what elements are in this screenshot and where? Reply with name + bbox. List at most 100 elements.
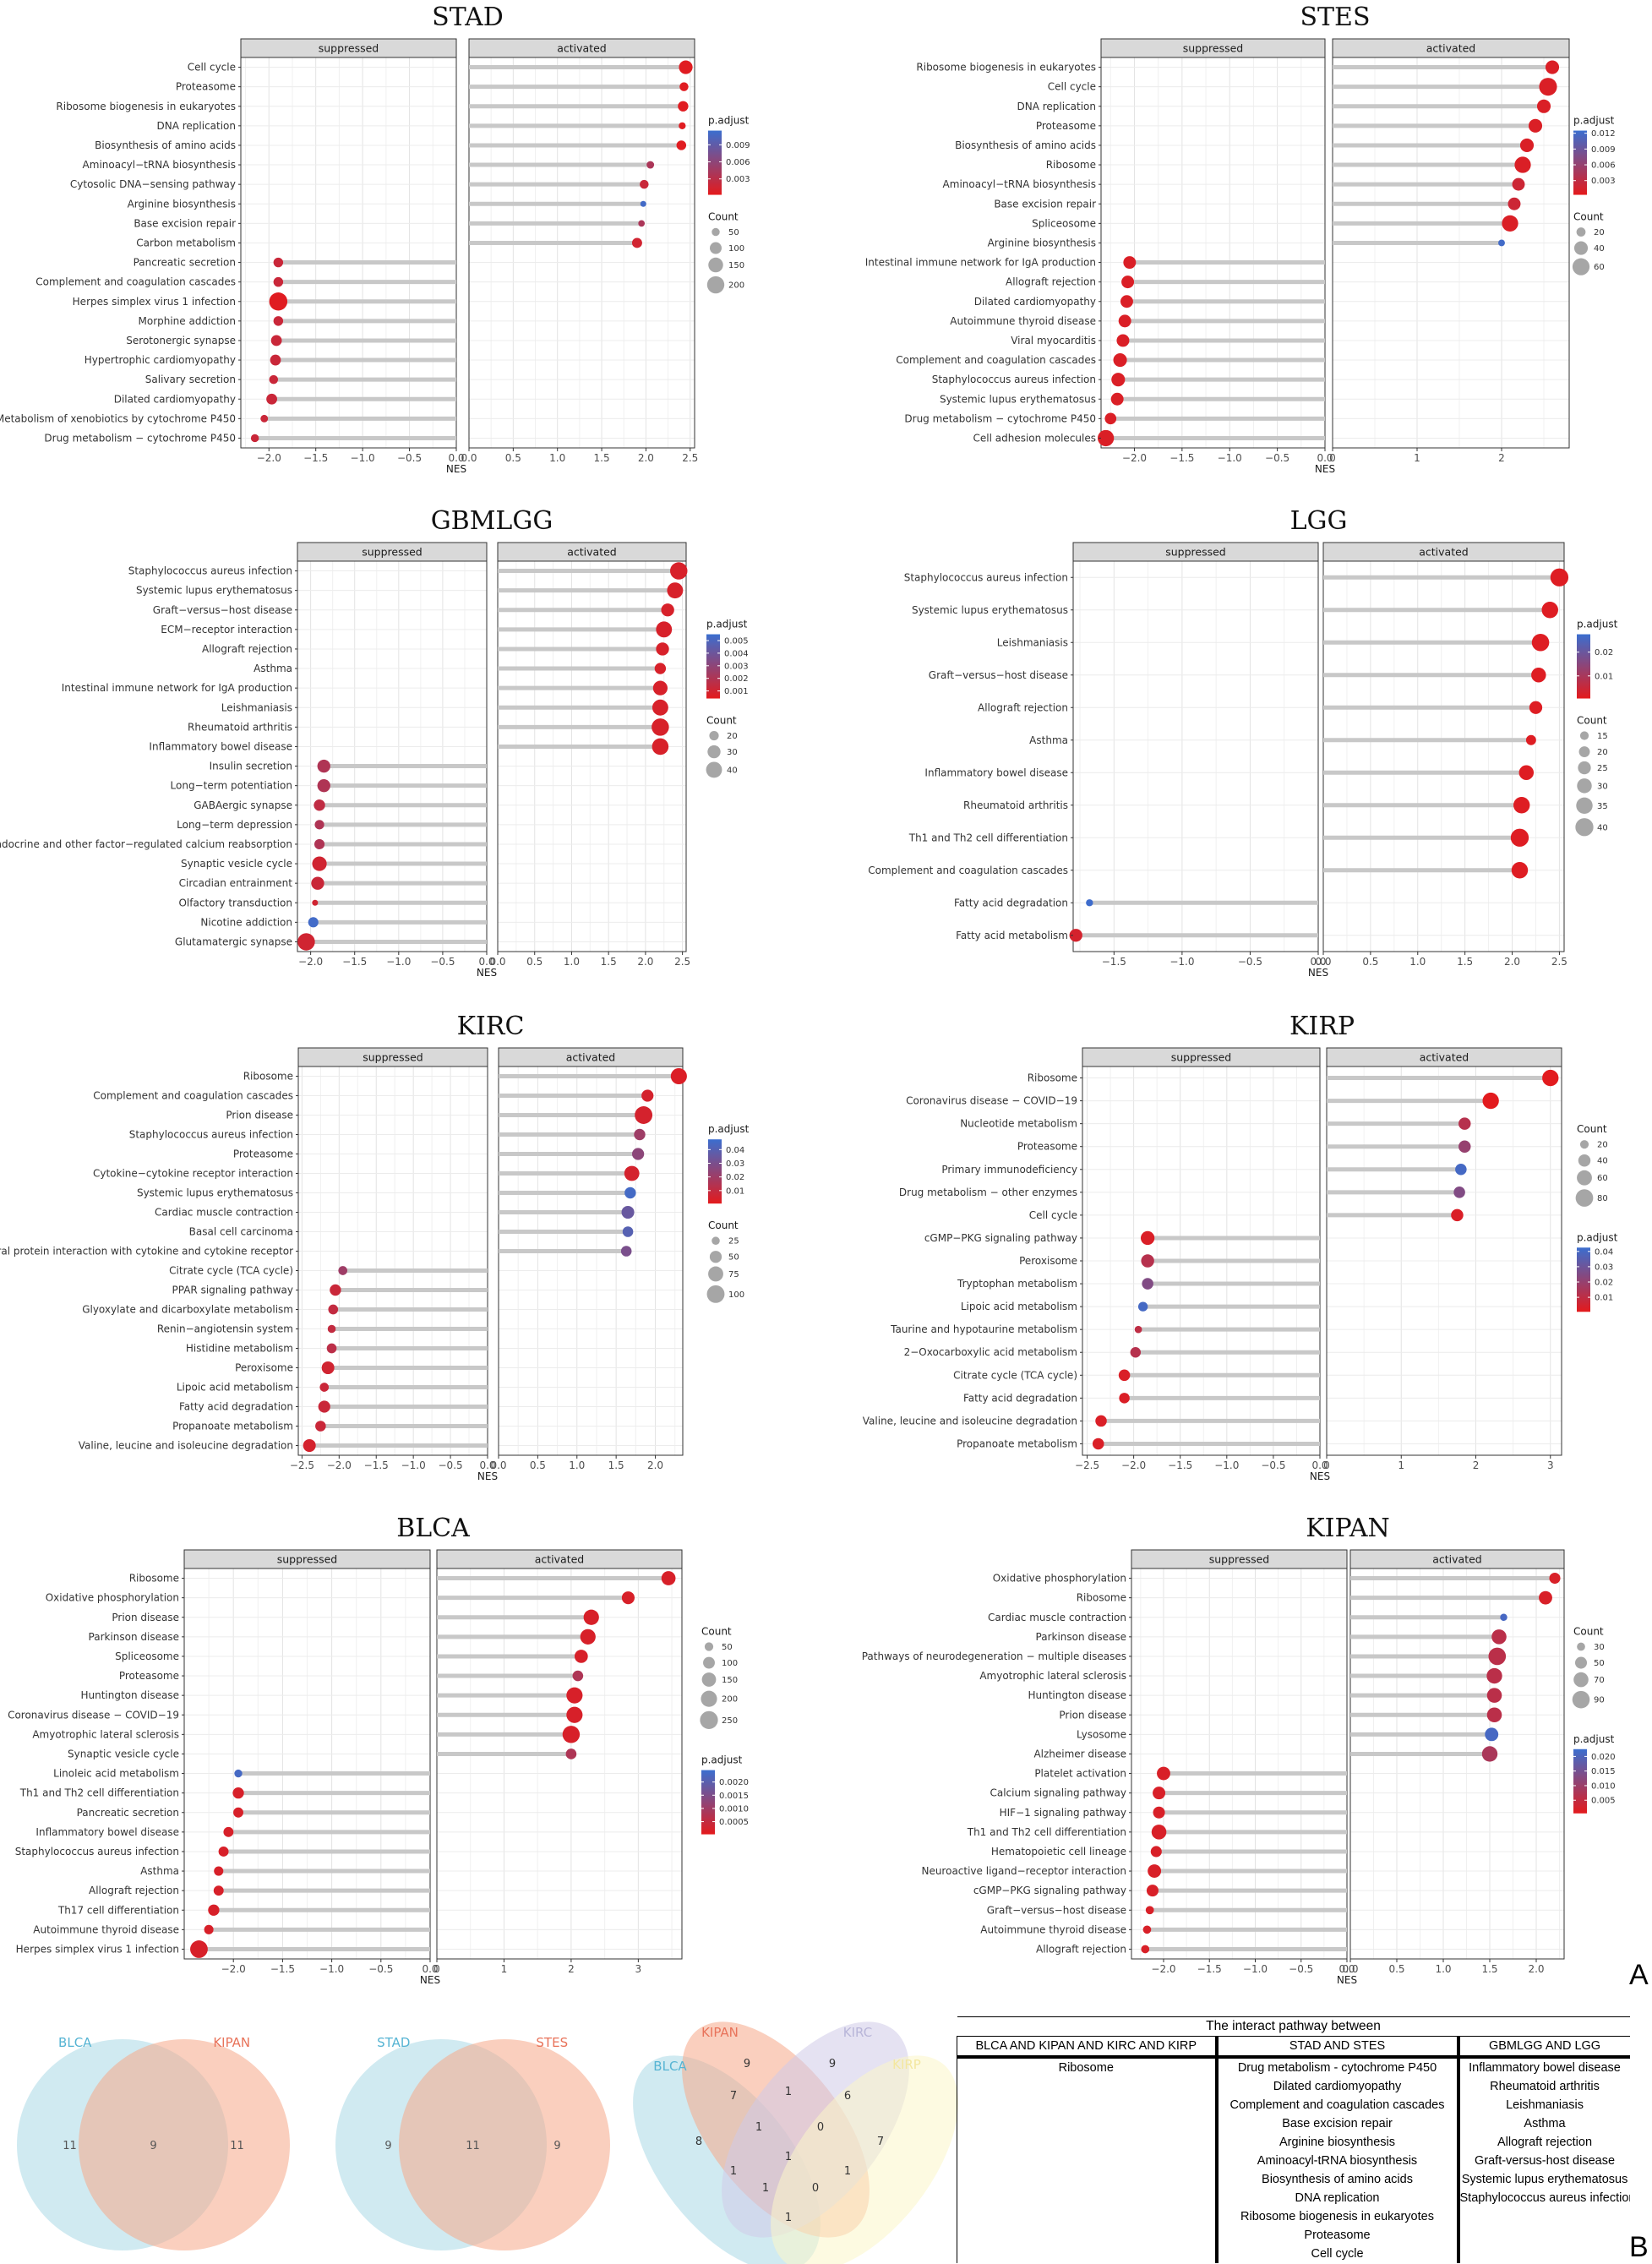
data-point [676, 140, 687, 150]
y-tick-label: Pancreatic secretion [77, 1807, 179, 1819]
size-legend-label: 200 [728, 281, 744, 291]
x-tick-label: 2.5 [1551, 956, 1567, 968]
x-tick-label: −2.0 [1122, 452, 1147, 464]
venn-blca-kipan: BLCA KIPAN 11 9 11 [17, 2035, 290, 2250]
table-cell: Inflammatory bowel disease [1456, 2057, 1630, 2078]
x-tick-label: 0.0 [1317, 452, 1333, 464]
y-tick-label: GABAergic synapse [194, 799, 292, 811]
y-tick-label: Prion disease [1059, 1709, 1126, 1721]
table-cell: Base excision repair [1214, 2114, 1458, 2134]
size-legend-key [1572, 258, 1590, 275]
table-cell: Leishmaniasis [1456, 2096, 1630, 2115]
data-point [250, 434, 259, 443]
x-axis-label: NES [1310, 1470, 1330, 1482]
x-tick-label: 0.0 [478, 956, 494, 968]
y-tick-label: Arginine biosynthesis [988, 237, 1096, 248]
y-tick-label: Synaptic vesicle cycle [181, 858, 292, 870]
data-point [652, 718, 669, 736]
data-point [223, 1826, 234, 1837]
x-tick-label: 0 [433, 1963, 440, 1975]
y-tick-label: Intestinal immune network for IgA produc… [865, 257, 1096, 269]
venn-count: 9 [150, 2140, 156, 2152]
y-tick-label: cGMP−PKG signaling pathway [973, 1885, 1126, 1896]
x-tick-label: 2 [568, 1963, 575, 1975]
x-tick-label: −1.5 [364, 1459, 389, 1471]
data-point [273, 316, 284, 326]
size-legend-label: 25 [728, 1237, 739, 1247]
y-tick-label: Amyotrophic lateral sclerosis [979, 1670, 1126, 1682]
facet-panel [437, 1568, 682, 1959]
facet-activated: activated 0 1 2 3 [1323, 1047, 1562, 1471]
facet-border [183, 1568, 431, 1960]
y-tick-label: Inflammatory bowel disease [149, 740, 292, 752]
venn-count: 8 [695, 2136, 702, 2148]
table-title-row: The interact pathway between [957, 2016, 1630, 2038]
size-legend-label: 100 [722, 1659, 738, 1668]
facet-border [1072, 560, 1319, 952]
data-point [1545, 60, 1560, 74]
y-tick-label: Staphylococcus aureus infection [128, 565, 292, 577]
table-cell: DNA replication [1214, 2189, 1458, 2208]
x-tick-label: 0.0 [1310, 956, 1326, 968]
colorbar-tick-label: 0.0015 [719, 1792, 749, 1801]
size-legend-key [712, 1236, 720, 1245]
data-point [1508, 197, 1521, 210]
facet-panel [1073, 561, 1318, 952]
facet-label: suppressed [1171, 1051, 1232, 1064]
data-point [1536, 99, 1551, 113]
table-cell: Asthma [1456, 2114, 1630, 2134]
data-point [338, 1266, 348, 1275]
data-point [1549, 1573, 1561, 1585]
x-tick-label: 0.5 [1388, 1963, 1404, 1975]
y-tick-label: Salivary secretion [145, 374, 236, 385]
data-point [1485, 1727, 1499, 1742]
data-point [269, 292, 288, 311]
facet-activated: activated 0.0 0.5 1.0 1.5 2.0 [1342, 1549, 1565, 1975]
size-legend-key [1576, 797, 1593, 815]
facet-panel [1323, 561, 1564, 952]
venn-label: KIPAN [213, 2035, 250, 2050]
y-tick-label: Pancreatic secretion [134, 257, 236, 269]
x-tick-label: −1.5 [1197, 1963, 1222, 1975]
x-tick-label: −1.5 [342, 956, 367, 968]
y-tick-label: Fatty acid degradation [179, 1401, 293, 1413]
size-legend-label: 40 [1597, 1157, 1608, 1166]
data-point [562, 1726, 581, 1743]
color-legend-title: p.adjust [1573, 1733, 1615, 1745]
y-tick-label: Leishmaniasis [997, 636, 1068, 648]
venn-label: KIPAN [701, 2025, 739, 2040]
size-legend-label: 250 [722, 1716, 738, 1726]
data-point [1137, 1301, 1148, 1312]
table-header-row: BLCA AND KIPAN AND KIRC AND KIRP STAD AND… [957, 2036, 1630, 2059]
y-tick-label: Biosynthesis of amino acids [955, 139, 1096, 151]
facet-label: suppressed [362, 546, 423, 559]
x-tick-label: 1.0 [1409, 956, 1426, 968]
facet-label: suppressed [277, 1553, 338, 1566]
venn-count: 1 [730, 2165, 737, 2178]
y-tick-label: Ribosome biogenesis in eukaryotes [56, 101, 236, 112]
size-legend-label: 20 [1594, 228, 1605, 237]
x-tick-label: 3 [635, 1963, 642, 1975]
data-point [631, 1148, 645, 1160]
y-tick-label: Staphylococcus aureus infection [15, 1846, 179, 1858]
y-tick-label: Dilated cardiomyopathy [114, 393, 236, 405]
colorbar-tick-label: 0.012 [1591, 129, 1616, 139]
table-cell: Drug metabolism - cytochrome P450 [1214, 2057, 1458, 2078]
y-tick-label: Propanoate metabolism [172, 1421, 293, 1432]
table-header-cell: STAD AND STES [1214, 2036, 1458, 2059]
y-tick-label: Pathways of neurodegeneration − multiple… [862, 1650, 1126, 1662]
y-tick-label: Inflammatory bowel disease [35, 1826, 179, 1838]
y-tick-label: Leishmaniasis [221, 701, 292, 713]
x-tick-label: 1 [501, 1963, 508, 1975]
data-point [1120, 295, 1133, 308]
size-legend-label: 100 [728, 1290, 744, 1300]
size-legend-key [706, 1285, 725, 1303]
chart-title: KIRC [457, 1012, 525, 1041]
size-legend-key [709, 730, 719, 741]
facet-label: activated [567, 546, 617, 559]
size-legend-label: 40 [1594, 244, 1605, 254]
size-legend-title: Count [1573, 211, 1604, 223]
colorbar-tick-label: 0.003 [1591, 177, 1616, 186]
